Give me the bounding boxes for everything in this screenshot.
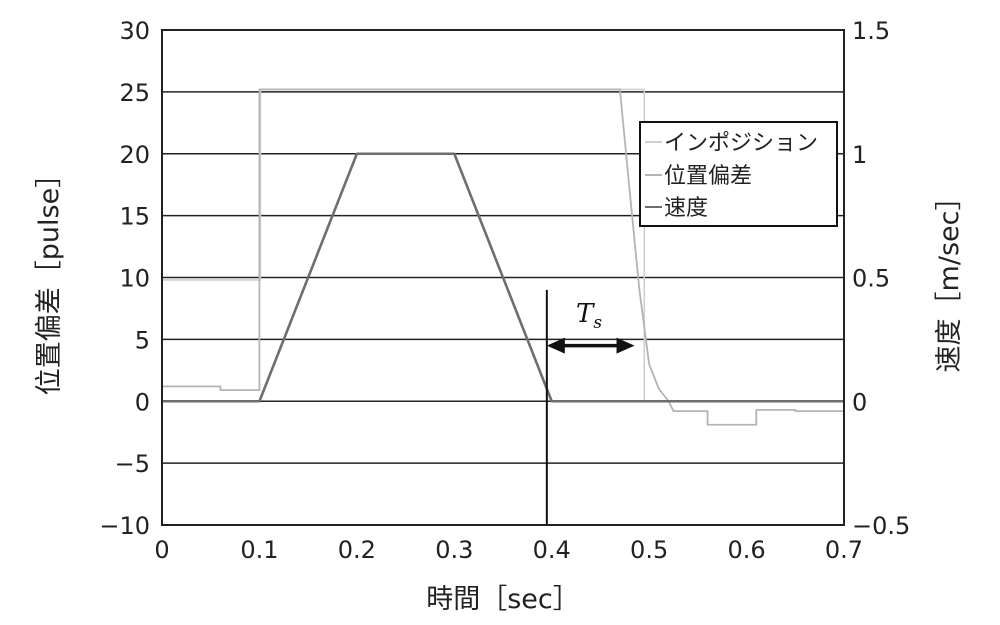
left-y-tick-label: −10 xyxy=(99,512,150,540)
left-y-tick-label: 0 xyxy=(135,388,150,416)
settling-arrow-head-right xyxy=(616,337,635,354)
left-y-tick-label: 10 xyxy=(119,265,150,293)
right-y-tick-label: 0.5 xyxy=(852,265,890,293)
settling-time-label: Ts xyxy=(576,299,602,333)
x-tick-label: 0.6 xyxy=(727,536,765,564)
left-axis-title: 位置偏差［pulse］ xyxy=(34,161,65,395)
legend-label-velocity: 速度 xyxy=(664,196,708,221)
x-tick-label: 0.4 xyxy=(533,536,571,564)
left-y-tick-label: 25 xyxy=(119,79,150,107)
left-y-tick-label: 5 xyxy=(135,326,150,354)
x-tick-label: 0.3 xyxy=(435,536,473,564)
settling-arrow-head-left xyxy=(546,337,565,354)
x-tick-label: 0.2 xyxy=(338,536,376,564)
plot-frame xyxy=(161,29,845,526)
right-y-tick-label: 1.5 xyxy=(852,17,890,45)
right-axis-title: 速度［m/sec］ xyxy=(934,184,965,373)
annotations xyxy=(545,289,635,525)
left-y-tick-label: 20 xyxy=(119,141,150,169)
settling-time-subscript: s xyxy=(593,313,602,333)
velocity-line xyxy=(162,152,844,403)
right-y-tick-label: 1 xyxy=(852,141,867,169)
tick-labels: 0 0.1 0.2 0.3 0.4 0.5 0.6 0.7−10−5051015202530−… xyxy=(99,17,910,564)
left-y-tick-label: 15 xyxy=(119,203,150,231)
left-y-tick-label: −5 xyxy=(115,450,150,478)
x-tick-label: 0.7 xyxy=(825,536,863,564)
x-tick-label: 0.5 xyxy=(630,536,668,564)
legend-label-inposition: インポジション xyxy=(664,131,818,156)
settling-time-letter: T xyxy=(576,299,595,329)
right-y-tick-label: 0 xyxy=(852,388,867,416)
legend-label-position-error: 位置偏差 xyxy=(664,164,752,189)
left-y-tick-label: 30 xyxy=(119,17,150,45)
x-axis-title: 時間［sec］ xyxy=(426,584,580,615)
legend-box xyxy=(639,121,838,227)
position-error-line xyxy=(162,88,844,426)
x-tick-label: 0.1 xyxy=(240,536,278,564)
plot-series xyxy=(162,88,844,426)
legend: インポジション 位置偏差 速度 xyxy=(639,121,838,227)
right-y-tick-label: −0.5 xyxy=(852,512,910,540)
x-tick-label: 0 xyxy=(154,536,169,564)
